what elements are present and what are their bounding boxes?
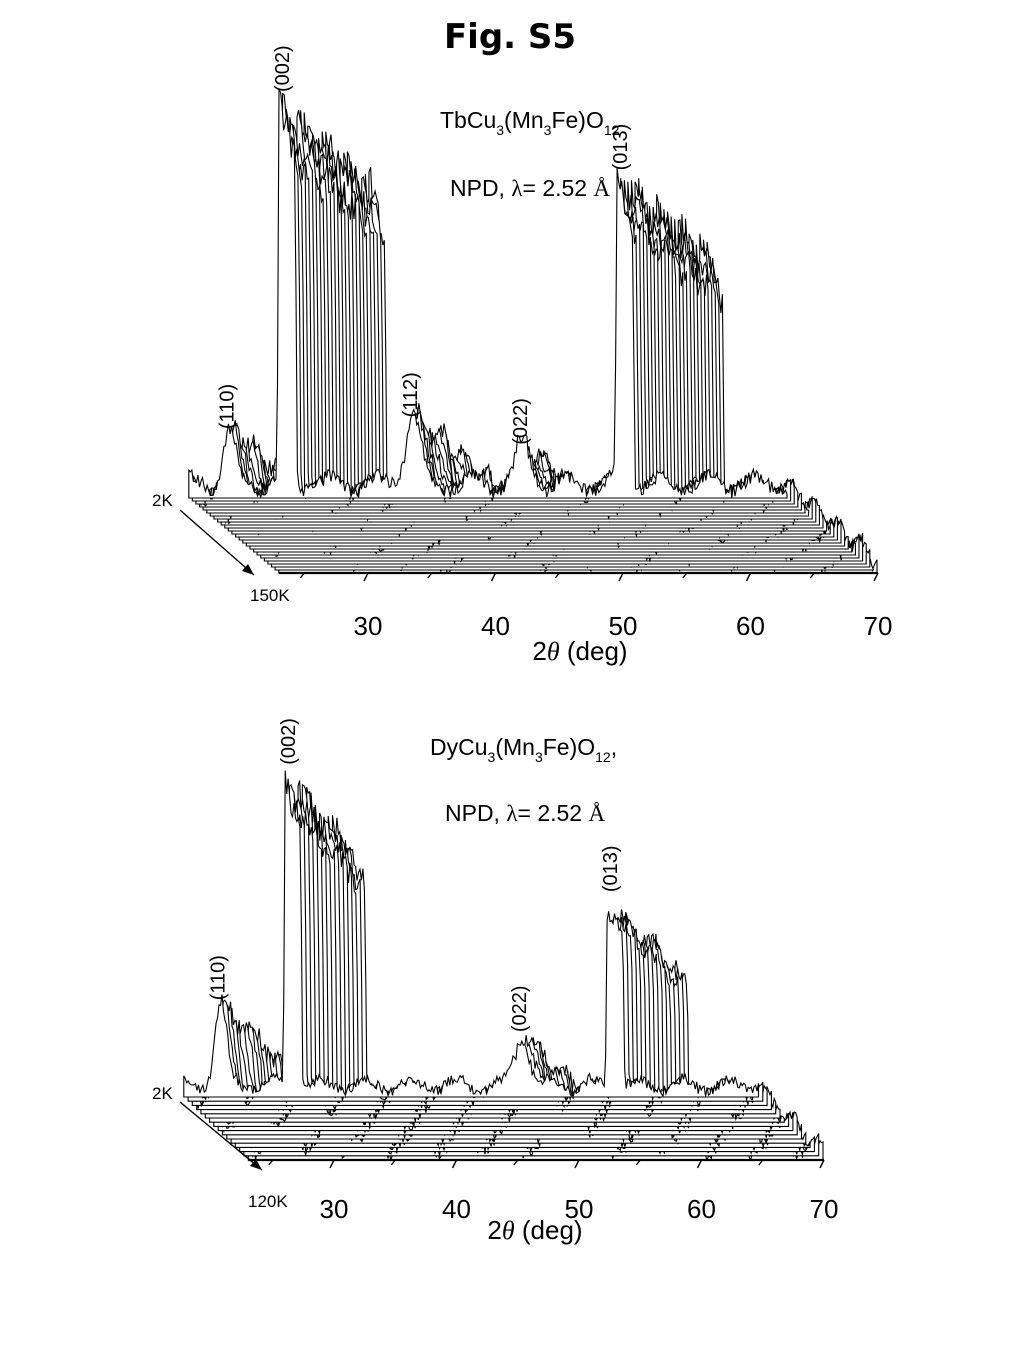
method-label-tb: NPD, λ= 2.52 Å bbox=[450, 175, 610, 201]
x-tick-mark bbox=[682, 572, 688, 579]
x-tick-mark bbox=[758, 1159, 764, 1166]
x-tick-mark bbox=[329, 1159, 335, 1169]
temperature-arrow-head-tb bbox=[242, 564, 254, 575]
temp-end-dy: 120K bbox=[248, 1192, 288, 1211]
temperature-arrow-line-dy bbox=[179, 1101, 263, 1171]
peak-label: (013) bbox=[610, 124, 632, 171]
peak-label: (013) bbox=[600, 845, 622, 892]
temperature-arrow-line-tb bbox=[179, 509, 255, 576]
peak-label: (002) bbox=[278, 718, 300, 765]
x-tick-mark bbox=[427, 572, 433, 579]
x-tick-mark bbox=[635, 1159, 641, 1166]
x-tick-mark bbox=[809, 572, 815, 579]
traces-dy bbox=[183, 770, 824, 1162]
x-tick-mark bbox=[745, 572, 752, 582]
traces-tb bbox=[188, 87, 878, 574]
x-axis-title-dy: 2θ (deg) bbox=[487, 1215, 582, 1245]
x-tick-mark bbox=[451, 1159, 458, 1169]
peak-label: (112) bbox=[400, 372, 422, 417]
temperature-arrow-head-dy bbox=[250, 1159, 262, 1170]
peak-labels-tb: (110) (002) (112) (022) (013) bbox=[217, 45, 632, 445]
x-axis-tb: 30 40 50 60 70 bbox=[278, 571, 893, 641]
peak-label: (110) bbox=[208, 955, 230, 1000]
x-tick-mark bbox=[696, 1159, 703, 1169]
peak-label: (002) bbox=[272, 45, 294, 92]
diffraction-trace-0-0 bbox=[188, 87, 788, 500]
figure-title: Fig. S5 bbox=[444, 17, 576, 57]
temp-start-tb: 2K bbox=[152, 491, 173, 510]
x-tick-label: 50 bbox=[609, 611, 638, 641]
panel-dy: 30 40 50 60 70 (110) (002) (022) (013) DyCu3(Mn… bbox=[152, 718, 838, 1245]
x-tick-mark bbox=[390, 1159, 396, 1166]
x-tick-label: 60 bbox=[736, 611, 765, 641]
x-tick-label: 60 bbox=[687, 1194, 716, 1224]
x-tick-mark bbox=[574, 1159, 580, 1169]
peak-label: (022) bbox=[509, 985, 531, 1032]
x-tick-label: 40 bbox=[442, 1194, 471, 1224]
x-tick-mark bbox=[873, 572, 879, 582]
temp-end-tb: 150K bbox=[250, 586, 290, 605]
panel-tb: 30 40 50 60 70 (110) (002) (112) (022) (013) TbC… bbox=[152, 45, 892, 666]
diffraction-trace-1-0 bbox=[183, 770, 760, 1098]
x-tick-label: 50 bbox=[565, 1194, 594, 1224]
x-tick-label: 70 bbox=[810, 1194, 839, 1224]
x-tick-label: 70 bbox=[864, 611, 893, 641]
compound-formula-dy: DyCu3(Mn3Fe)O12, bbox=[430, 734, 617, 765]
x-tick-label: 30 bbox=[354, 611, 383, 641]
x-tick-mark bbox=[299, 572, 305, 579]
x-tick-mark bbox=[819, 1159, 825, 1169]
x-axis-title-tb: 2θ (deg) bbox=[532, 636, 627, 666]
x-tick-mark bbox=[490, 572, 497, 582]
temp-start-dy: 2K bbox=[152, 1084, 173, 1103]
x-tick-mark bbox=[554, 572, 560, 579]
compound-formula-tb: TbCu3(Mn3Fe)O12 bbox=[440, 107, 620, 138]
peak-labels-dy: (110) (002) (022) (013) bbox=[208, 718, 623, 1032]
x-tick-mark bbox=[618, 572, 624, 582]
x-tick-label: 30 bbox=[320, 1194, 349, 1224]
x-tick-mark bbox=[513, 1159, 519, 1166]
method-label-dy: NPD, λ= 2.52 Å bbox=[445, 800, 605, 826]
x-axis-dy: 30 40 50 60 70 bbox=[248, 1158, 839, 1224]
x-tick-mark bbox=[268, 1159, 274, 1166]
x-tick-mark bbox=[363, 572, 369, 582]
x-tick-label: 40 bbox=[481, 611, 510, 641]
peak-label: (022) bbox=[510, 398, 532, 445]
peak-label: (110) bbox=[217, 384, 239, 429]
